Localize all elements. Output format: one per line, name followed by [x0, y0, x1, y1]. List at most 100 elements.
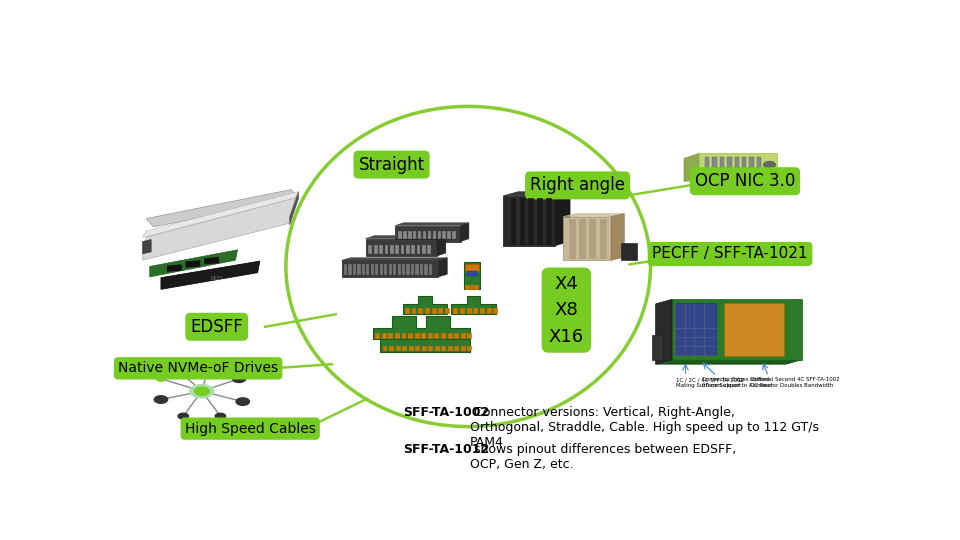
FancyBboxPatch shape — [428, 231, 430, 238]
FancyBboxPatch shape — [727, 157, 732, 172]
FancyBboxPatch shape — [460, 308, 464, 313]
Polygon shape — [439, 258, 447, 277]
Text: 1C / 2C / 4C SFF-TA-1002
Mating Surface Support: 1C / 2C / 4C SFF-TA-1002 Mating Surface … — [676, 377, 744, 388]
Polygon shape — [684, 153, 699, 181]
Polygon shape — [161, 261, 260, 289]
Polygon shape — [656, 360, 803, 364]
FancyBboxPatch shape — [400, 245, 403, 253]
FancyBboxPatch shape — [385, 245, 387, 253]
Polygon shape — [290, 192, 299, 225]
Circle shape — [171, 366, 181, 371]
FancyBboxPatch shape — [420, 264, 422, 274]
FancyBboxPatch shape — [375, 264, 377, 274]
FancyBboxPatch shape — [712, 157, 717, 172]
FancyBboxPatch shape — [425, 308, 429, 313]
Text: Connector versions: Vertical, Right-Angle,
Orthogonal, Straddle, Cable. High spe: Connector versions: Vertical, Right-Angl… — [469, 406, 819, 449]
FancyBboxPatch shape — [454, 346, 458, 350]
FancyBboxPatch shape — [422, 231, 425, 238]
Text: X4
X8
X16: X4 X8 X16 — [549, 275, 584, 346]
Polygon shape — [672, 299, 803, 360]
Polygon shape — [656, 299, 672, 364]
FancyBboxPatch shape — [379, 264, 382, 274]
Polygon shape — [563, 217, 611, 260]
FancyBboxPatch shape — [402, 346, 406, 350]
FancyBboxPatch shape — [579, 219, 585, 258]
FancyBboxPatch shape — [424, 264, 426, 274]
Circle shape — [178, 413, 188, 419]
Text: Connector Edges shifted
60 mm closer to AIC Rear: Connector Edges shifted 60 mm closer to … — [702, 377, 772, 388]
FancyBboxPatch shape — [421, 333, 425, 338]
FancyBboxPatch shape — [397, 264, 399, 274]
FancyBboxPatch shape — [408, 231, 411, 238]
Polygon shape — [503, 196, 555, 246]
FancyBboxPatch shape — [441, 333, 444, 338]
FancyBboxPatch shape — [473, 308, 477, 313]
Polygon shape — [503, 192, 570, 196]
FancyBboxPatch shape — [480, 308, 484, 313]
Polygon shape — [699, 153, 777, 176]
FancyBboxPatch shape — [461, 346, 465, 350]
FancyBboxPatch shape — [415, 333, 419, 338]
FancyBboxPatch shape — [382, 333, 386, 338]
Polygon shape — [342, 258, 447, 260]
FancyBboxPatch shape — [445, 308, 449, 313]
Polygon shape — [142, 239, 152, 254]
Polygon shape — [396, 226, 461, 241]
Circle shape — [215, 413, 226, 419]
FancyBboxPatch shape — [401, 333, 405, 338]
FancyBboxPatch shape — [396, 245, 398, 253]
Text: SFF-TA-1012: SFF-TA-1012 — [403, 443, 489, 456]
FancyBboxPatch shape — [428, 346, 432, 350]
FancyBboxPatch shape — [468, 333, 471, 338]
FancyBboxPatch shape — [344, 264, 347, 274]
FancyBboxPatch shape — [422, 245, 424, 253]
FancyBboxPatch shape — [600, 219, 606, 258]
FancyBboxPatch shape — [472, 285, 473, 288]
FancyBboxPatch shape — [675, 303, 716, 355]
Text: shows pinout differences between EDSFF,
OCP, Gen Z, etc.: shows pinout differences between EDSFF, … — [469, 443, 736, 471]
FancyBboxPatch shape — [720, 157, 724, 172]
Text: OCP NIC 3.0: OCP NIC 3.0 — [695, 172, 795, 190]
FancyBboxPatch shape — [396, 346, 399, 350]
FancyBboxPatch shape — [416, 264, 418, 274]
Polygon shape — [366, 239, 437, 256]
Text: PECFF / SFF-TA-1021: PECFF / SFF-TA-1021 — [653, 246, 807, 261]
FancyBboxPatch shape — [357, 264, 360, 274]
Circle shape — [190, 384, 214, 398]
FancyBboxPatch shape — [438, 231, 440, 238]
FancyBboxPatch shape — [452, 231, 455, 238]
FancyBboxPatch shape — [546, 198, 551, 244]
Circle shape — [763, 161, 776, 168]
FancyBboxPatch shape — [528, 198, 533, 244]
Polygon shape — [611, 214, 624, 260]
FancyBboxPatch shape — [427, 245, 430, 253]
FancyBboxPatch shape — [756, 157, 761, 172]
FancyBboxPatch shape — [511, 198, 516, 244]
FancyBboxPatch shape — [432, 308, 436, 313]
Polygon shape — [380, 339, 469, 352]
Text: SFF-TA-1002: SFF-TA-1002 — [403, 406, 489, 419]
FancyBboxPatch shape — [467, 308, 470, 313]
Circle shape — [194, 387, 209, 395]
FancyBboxPatch shape — [389, 333, 393, 338]
FancyBboxPatch shape — [395, 333, 398, 338]
FancyBboxPatch shape — [389, 264, 391, 274]
FancyBboxPatch shape — [721, 170, 736, 174]
FancyBboxPatch shape — [487, 308, 491, 313]
FancyBboxPatch shape — [433, 231, 435, 238]
FancyBboxPatch shape — [519, 198, 524, 244]
FancyBboxPatch shape — [367, 264, 369, 274]
Polygon shape — [366, 235, 445, 239]
FancyBboxPatch shape — [353, 264, 355, 274]
FancyBboxPatch shape — [411, 245, 414, 253]
Polygon shape — [555, 192, 570, 246]
Polygon shape — [461, 223, 468, 241]
FancyBboxPatch shape — [476, 285, 478, 288]
FancyBboxPatch shape — [416, 346, 420, 350]
FancyBboxPatch shape — [454, 333, 458, 338]
FancyBboxPatch shape — [418, 231, 420, 238]
Polygon shape — [142, 192, 299, 238]
Polygon shape — [451, 295, 495, 314]
FancyBboxPatch shape — [466, 264, 479, 271]
FancyBboxPatch shape — [568, 219, 575, 258]
